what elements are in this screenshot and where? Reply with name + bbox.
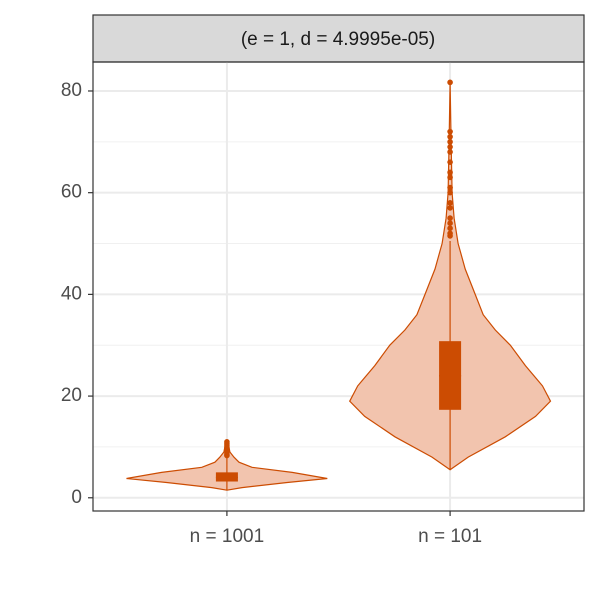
outlier [447,230,453,237]
outlier [447,215,453,221]
x-tick-label: n = 101 [418,526,482,547]
outlier [447,169,453,176]
y-tick-label: 60 [61,182,82,203]
outlier [447,189,453,196]
outlier [447,220,453,226]
y-tick-label: 0 [71,487,82,508]
outlier [447,205,453,211]
y-tick-label: 80 [61,80,82,101]
outlier [447,200,453,206]
strip-box [92,14,585,63]
x-tick-label: n = 1001 [190,526,265,547]
strip-label: (e = 1, d = 4.9995e-05) [241,29,435,50]
outlier [447,139,453,145]
outlier [447,225,453,232]
y-tick-label: 20 [61,385,82,406]
outlier [224,439,230,445]
outlier [447,184,453,191]
outlier [447,144,453,150]
outlier [447,174,453,181]
outlier [447,133,453,140]
outlier [447,159,453,165]
outlier [447,128,453,135]
outlier [447,79,453,86]
y-tick-label: 40 [61,283,82,304]
outlier [447,149,453,155]
panel-border [92,61,585,512]
